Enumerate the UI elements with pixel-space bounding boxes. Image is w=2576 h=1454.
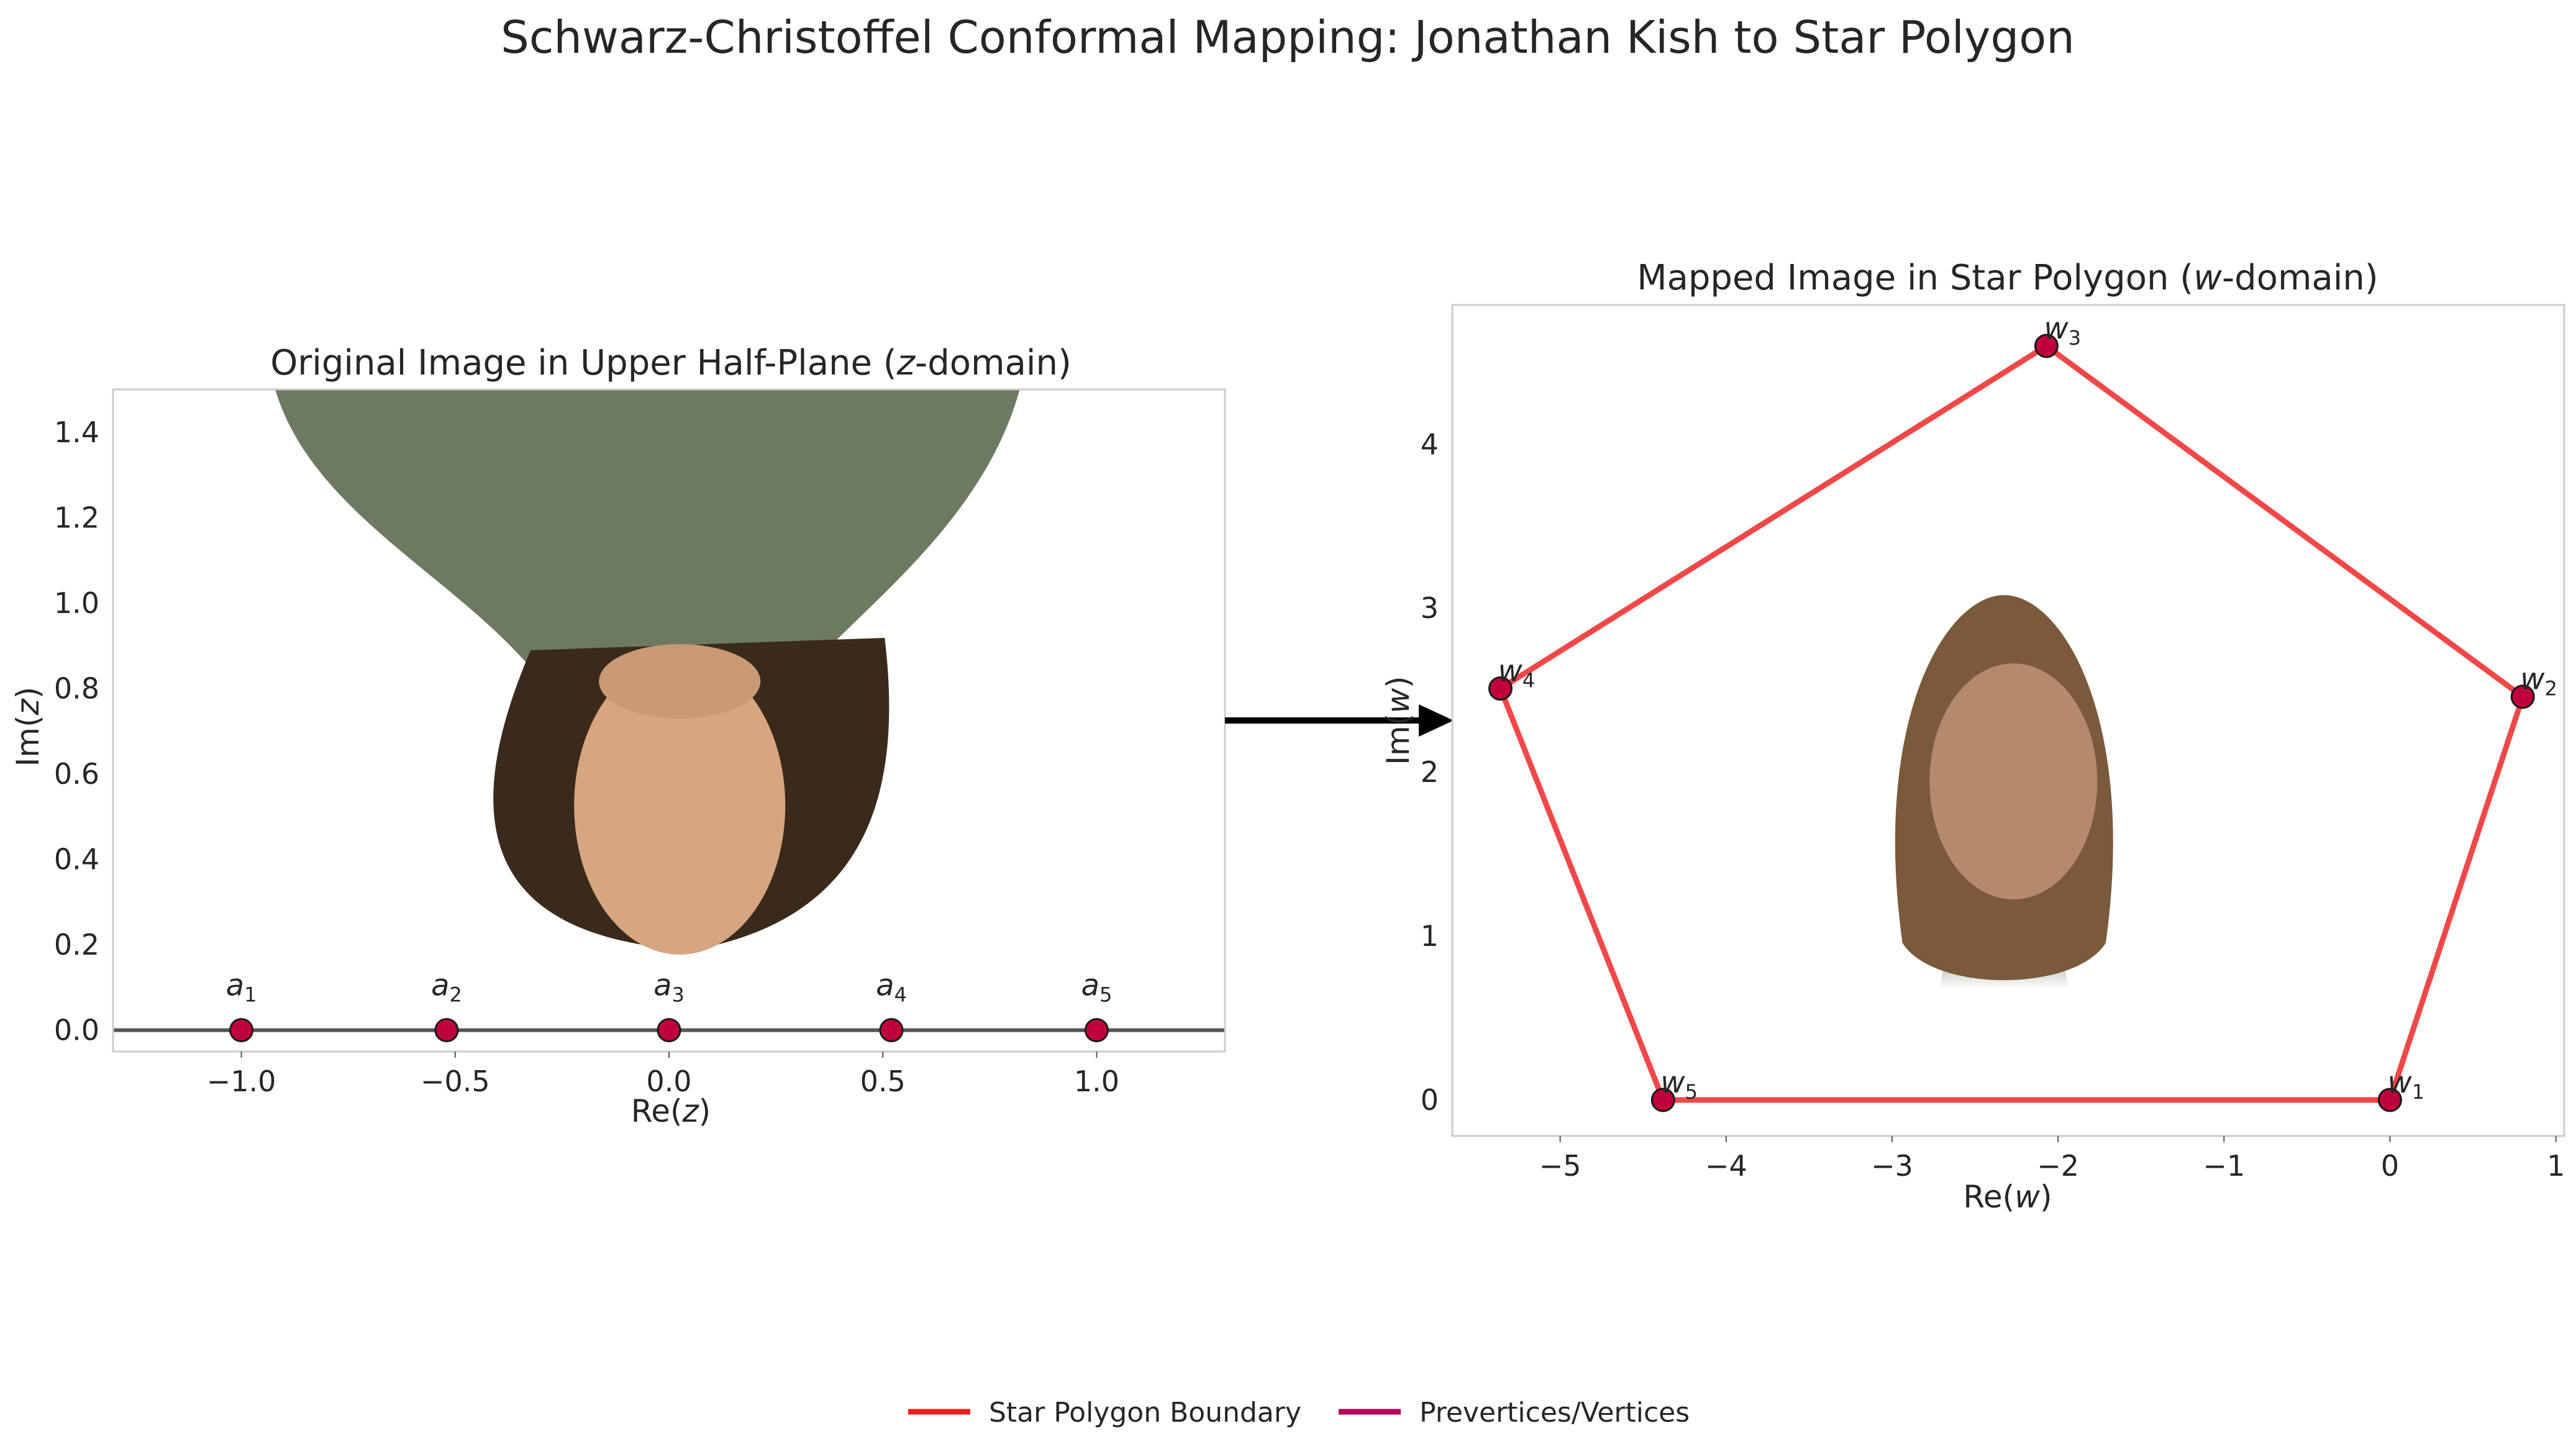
vertex-label: w5 [1660,1065,1698,1104]
x-tick-label: −5 [1539,1149,1582,1183]
y-tick-label: 1.2 [54,501,99,534]
y-tick-label: 0.4 [54,843,99,876]
right-x-ticks: −5 −4 −3 −2 −1 0 1 [1539,1136,2565,1183]
right-y-ticks: 0 1 2 3 4 [1421,427,1439,1117]
x-tick-label: 1.0 [1074,1065,1119,1098]
y-tick-label: 1.4 [54,416,99,449]
vertex-marker [657,1018,681,1043]
shirt-shape [275,389,1020,675]
vertex-marker [2034,334,2059,358]
x-tick-label: 0.0 [646,1065,691,1098]
vertex-marker [1488,676,1513,701]
vertex-label: w2 [2520,662,2557,701]
y-tick-label: 3 [1421,591,1439,625]
vertex-label: a3 [653,968,685,1007]
right-portrait-image [1895,595,2113,989]
x-tick-label: −3 [1871,1149,1913,1183]
vertex-marker [879,1018,904,1043]
polygon-vertices: w1 w2 w3 w4 w5 [1488,311,2557,1112]
left-y-axis-label: Im(z) [10,687,46,767]
x-tick-label: −2 [2037,1149,2079,1183]
left-axes-title: Original Image in Upper Half-Plane (z-do… [270,343,1072,383]
prevertices: a1 a2 a3 a4 a5 [226,968,1113,1043]
vertex-marker [434,1018,459,1043]
vertex-label: w1 [2387,1065,2424,1104]
right-axes: Mapped Image in Star Polygon (w-domain) … [1380,258,2565,1215]
vertex-marker [2510,684,2535,709]
left-x-ticks: −1.0 −0.5 0.0 0.5 1.0 [207,1052,1119,1098]
x-tick-label: 0.5 [860,1065,906,1098]
vertex-marker [229,1018,254,1043]
y-tick-label: 4 [1421,427,1439,461]
left-y-ticks: 0.0 0.2 0.4 0.6 0.8 1.0 1.2 1.4 [54,416,99,1047]
y-tick-label: 0.2 [54,928,99,961]
x-tick-label: −1.0 [207,1065,276,1098]
star-polygon-boundary [1497,343,2526,1103]
x-tick-label: −0.5 [421,1065,490,1098]
left-portrait-image [275,389,1020,955]
x-tick-label: −4 [1705,1149,1747,1183]
y-tick-label: 2 [1421,755,1439,789]
right-axes-frame [1451,304,2565,1137]
vertex-label: a5 [1081,968,1113,1007]
figure-title: Schwarz-Christoffel Conformal Mapping: J… [501,11,2075,63]
y-tick-label: 1.0 [54,586,99,620]
face-shape [1929,663,2098,900]
legend-label-polygon: Star Polygon Boundary [989,1397,1301,1429]
vertex-label: w3 [2044,311,2081,350]
vertex-label: w4 [1498,654,1535,693]
right-axes-title: Mapped Image in Star Polygon (w-domain) [1637,258,2378,298]
x-tick-label: 1 [2547,1149,2565,1183]
y-tick-label: 0.8 [54,671,99,705]
x-tick-label: 0 [2381,1149,2399,1183]
vertex-marker [1084,1018,1109,1043]
left-x-axis-label: Re(z) [631,1093,711,1129]
vertex-marker [2377,1088,2402,1112]
right-x-axis-label: Re(w) [1963,1179,2052,1215]
x-tick-label: −1 [2203,1149,2245,1183]
legend-label-vertices: Prevertices/Vertices [1419,1397,1690,1429]
y-tick-label: 0.0 [54,1014,99,1047]
right-y-axis-label: Im(w) [1380,676,1416,765]
y-tick-label: 0 [1421,1083,1439,1117]
y-tick-label: 0.6 [54,757,99,791]
neck-shape [599,644,761,719]
legend: Star Polygon Boundary Prevertices/Vertic… [908,1397,1690,1429]
vertex-marker [1650,1088,1675,1112]
y-tick-label: 1 [1421,919,1439,953]
mapping-arrow [1225,704,1454,737]
vertex-label: a4 [876,968,907,1007]
face-shape [574,657,786,955]
vertex-label: a2 [431,968,462,1007]
vertex-label: a1 [226,968,257,1007]
left-axes: Original Image in Upper Half-Plane (z-do… [10,343,1226,1129]
